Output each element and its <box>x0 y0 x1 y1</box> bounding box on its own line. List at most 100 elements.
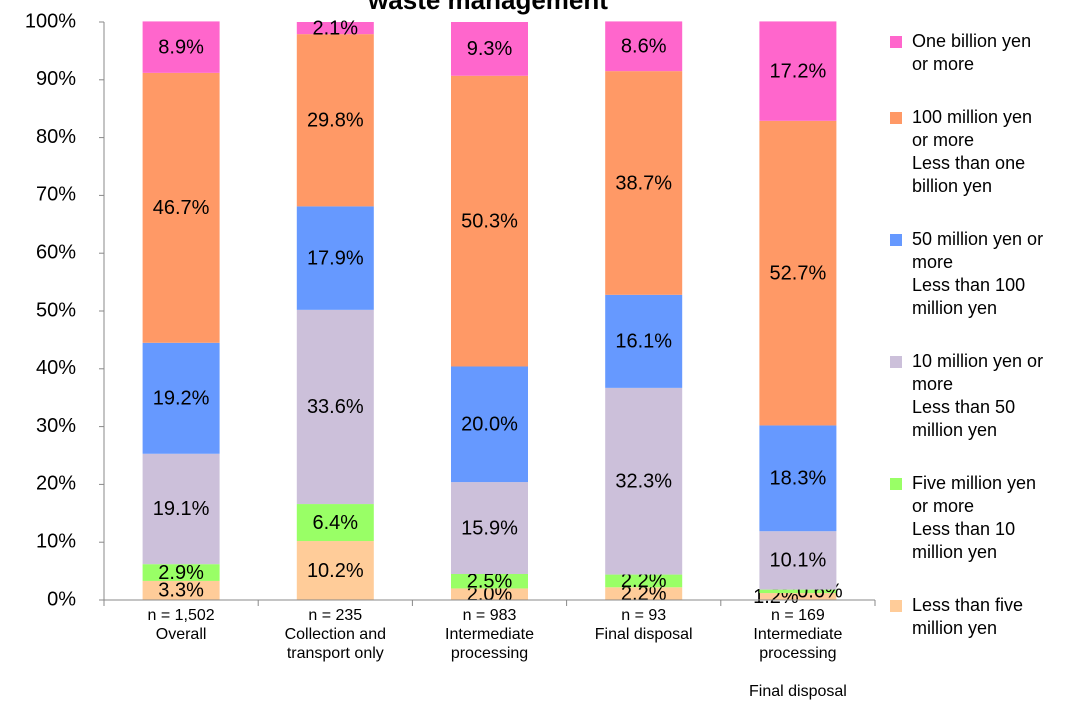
data-label: 38.7% <box>615 172 672 194</box>
x-tick-label: Intermediate <box>753 626 842 643</box>
data-label: 2.9% <box>158 562 204 584</box>
legend-swatch <box>890 112 902 124</box>
bar-segment <box>296 309 374 505</box>
data-label: 29.8% <box>307 110 364 132</box>
bar-segment <box>759 589 837 594</box>
x-tick-label: n = 93 <box>621 607 666 624</box>
bar-segment <box>142 72 220 343</box>
y-tick-label: 60% <box>36 241 76 263</box>
legend-swatch <box>890 234 902 246</box>
legend-label: or more <box>912 496 974 516</box>
data-label: 20.0% <box>461 414 518 436</box>
y-tick-label: 40% <box>36 357 76 379</box>
legend-label: 10 million yen or <box>912 351 1043 371</box>
legend-label: One billion yen <box>912 31 1031 51</box>
data-label: 2.2% <box>621 570 667 592</box>
x-tick-label: Collection and <box>285 626 386 643</box>
x-tick-label: transport only <box>287 645 384 662</box>
data-label: 2.1% <box>313 17 359 39</box>
data-label: 17.9% <box>307 247 364 269</box>
bar-segment <box>296 541 374 600</box>
y-tick-label: 10% <box>36 530 76 552</box>
y-tick-label: 30% <box>36 415 76 437</box>
y-tick-label: 90% <box>36 68 76 90</box>
legend-label: Less than 10 <box>912 519 1015 539</box>
x-tick-label: n = 1,502 <box>148 607 215 624</box>
bar-segment <box>296 206 374 310</box>
legend-swatch <box>890 356 902 368</box>
data-label: 18.3% <box>770 468 827 490</box>
bar-segment <box>296 22 374 35</box>
bar-segment <box>142 453 220 565</box>
bar-segment <box>296 34 374 207</box>
bar-segment <box>451 482 528 574</box>
x-tick-label: Final disposal <box>595 626 693 643</box>
legend-label: billion yen <box>912 176 992 196</box>
data-label: 15.9% <box>461 517 518 539</box>
legend-label: million yen <box>912 420 997 440</box>
data-label: 10.2% <box>307 560 364 582</box>
legend-swatch <box>890 36 902 48</box>
y-tick-label: 0% <box>47 588 76 610</box>
legend-label: more <box>912 252 953 272</box>
y-tick-label: 20% <box>36 473 76 495</box>
data-label: 6.4% <box>313 512 359 534</box>
x-tick-label: Overall <box>156 626 207 643</box>
bar-segment <box>759 593 837 600</box>
x-tick-label: processing <box>451 645 528 662</box>
legend-swatch <box>890 478 902 490</box>
bar-segment <box>605 71 683 295</box>
y-tick-label: 100% <box>25 10 76 32</box>
bar-segment <box>605 294 683 388</box>
legend-label: Five million yen <box>912 473 1036 493</box>
x-tick-label: n = 983 <box>463 607 517 624</box>
x-tick-label: processing <box>759 645 836 662</box>
data-label: 17.2% <box>770 60 827 82</box>
legend-label: Less than five <box>912 595 1023 615</box>
data-label: 19.2% <box>153 388 210 410</box>
bar-segment <box>605 387 683 575</box>
legend-label: million yen <box>912 298 997 318</box>
x-tick-label: n = 169 <box>771 607 825 624</box>
legend-label: million yen <box>912 618 997 638</box>
y-tick-label: 50% <box>36 299 76 321</box>
bar-segment <box>451 588 528 600</box>
data-label: 50.3% <box>461 210 518 232</box>
legend-label: Less than 50 <box>912 397 1015 417</box>
legend-label: more <box>912 374 953 394</box>
bar-segment <box>605 587 683 600</box>
bar-segment <box>759 531 837 590</box>
legend-label: million yen <box>912 542 997 562</box>
legend-label: Less than 100 <box>912 275 1025 295</box>
data-label: 2.2% <box>621 583 667 605</box>
data-label: 3.3% <box>158 580 204 602</box>
bar-segment <box>759 120 837 426</box>
bar-segment <box>142 21 220 73</box>
data-label: 8.9% <box>158 36 204 58</box>
bar-segment <box>451 366 528 483</box>
data-label: 9.3% <box>467 38 513 60</box>
bar-segment <box>142 564 220 581</box>
bar-segment <box>759 21 837 121</box>
bar-segment <box>605 574 683 588</box>
x-tick-label: Final disposal <box>749 683 847 700</box>
bar-segment <box>605 21 683 72</box>
bar-segment <box>142 342 220 454</box>
chart-title: waste management <box>367 0 608 15</box>
data-label: 19.1% <box>153 498 210 520</box>
data-label: 46.7% <box>153 197 210 219</box>
legend-label: Less than one <box>912 153 1025 173</box>
bar-segment <box>296 504 374 542</box>
bar-segment <box>451 573 528 589</box>
data-label: 2.5% <box>467 570 513 592</box>
data-label: 16.1% <box>615 331 672 353</box>
legend-label: or more <box>912 130 974 150</box>
bar-segment <box>142 580 220 600</box>
data-label: 32.3% <box>615 471 672 493</box>
x-tick-label: Intermediate <box>445 626 534 643</box>
bar-segment <box>451 75 528 367</box>
x-tick-label: n = 235 <box>308 607 362 624</box>
data-label: 33.6% <box>307 396 364 418</box>
legend-label: 50 million yen or <box>912 229 1043 249</box>
